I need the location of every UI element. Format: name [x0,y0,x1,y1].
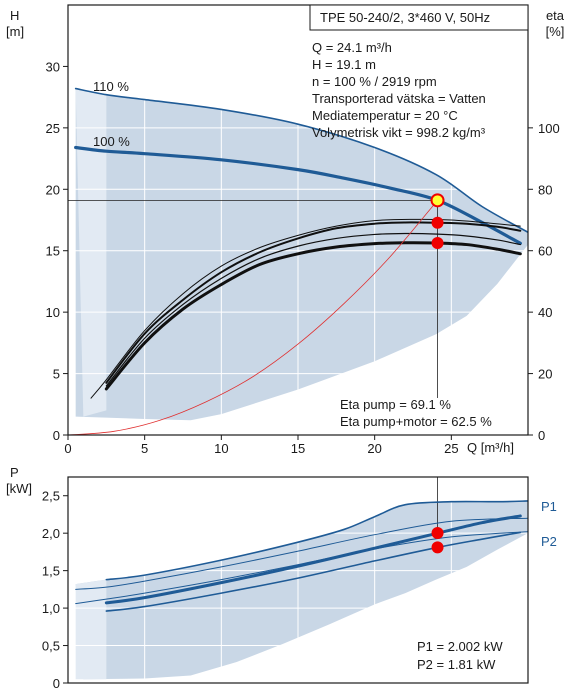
power-envelope-light [75,579,107,680]
legend-p2: P2 [541,534,557,549]
power-curve-p2_100 [105,531,522,612]
eta-pump-info: Eta pump = 69.1 % [340,397,451,412]
p1-info: P1 = 2.002 kW [417,639,503,654]
y-right-axis-name: eta [546,8,565,23]
info-temperature: Mediatemperatur = 20 °C [312,108,458,123]
y-right-tick-label: 40 [538,305,552,320]
x-tick-label: 15 [291,441,305,456]
power-axis-name: P [10,465,19,480]
x-tick-label: 0 [64,441,71,456]
y-axis-unit: [m] [6,24,24,39]
y-right-tick-label: 0 [538,428,545,443]
marker-p1-point [431,527,444,540]
info-speed: n = 100 % / 2919 rpm [312,74,437,89]
y-axis-name: H [10,8,19,23]
power-curve-chart: 0 0,5 1,0 1,5 2,0 2,5 P [kW] P1 P2 P1 = 2.002… [6,465,557,691]
power-plot-frame [67,476,529,684]
x-tick-label: 25 [444,441,458,456]
marker-p2-point [431,541,444,554]
pump-curve-chart: 0 5 10 15 20 25 0 5 10 15 20 25 30 0 20 40 60 80 100 H [… [6,4,565,456]
power-curve-thin_top [75,517,528,590]
y-right-tick-label: 100 [538,121,560,136]
power-curve-p1_100 [104,514,522,605]
info-liquid: Transporterad vätska = Vatten [312,91,486,106]
marker-eta-motor-point [431,237,444,250]
y-right-tick-label: 80 [538,182,552,197]
y-tick-label: 15 [46,244,60,259]
power-envelope [75,500,528,680]
curve-system [68,199,438,435]
info-box [309,4,529,31]
info-head: H = 19.1 m [312,57,376,72]
p2-info: P2 = 1.81 kW [417,657,496,672]
y-tick-label: 5 [53,367,60,382]
y-tick-label: 0 [53,428,60,443]
info-box-title: TPE 50-240/2, 3*460 V, 50Hz [320,10,490,25]
power-y-tick-label: 1,0 [42,601,60,616]
x-tick-label: 20 [367,441,381,456]
y-tick-label: 10 [46,305,60,320]
x-axis-label: Q [m³/h] [467,440,514,455]
power-y-tick-label: 2,0 [42,526,60,541]
power-curve-thin_mid [75,531,528,605]
curve-head [74,87,528,234]
series-label-110: 110 % [93,79,129,94]
power-y-tick-label: 0,5 [42,639,60,654]
power-y-tick-label: 0 [53,676,60,691]
envelope-light-region [75,88,107,417]
legend-p1: P1 [541,499,557,514]
info-flow: Q = 24.1 m³/h [312,40,392,55]
curve-head [74,145,522,245]
x-tick-label: 10 [214,441,228,456]
curve-efficiency_pump [105,221,522,384]
y-right-axis-unit: [%] [546,24,565,39]
marker-eta-pump-point [431,216,444,229]
marker-operating-point [430,193,445,208]
curve-efficiency_thin [90,218,521,399]
y-tick-label: 25 [46,121,60,136]
curve-efficiency_motor [104,241,522,391]
x-tick-label: 5 [141,441,148,456]
y-right-tick-label: 20 [538,367,552,382]
info-density: Volymetrisk vikt = 998.2 kg/m³ [312,125,486,140]
y-tick-label: 20 [46,182,60,197]
eta-motor-info: Eta pump+motor = 62.5 % [340,414,492,429]
y-right-tick-label: 60 [538,244,552,259]
y-tick-label: 30 [46,59,60,74]
power-curve-p1_110 [105,500,528,581]
series-label-100: 100 % [93,134,130,149]
power-y-tick-label: 1,5 [42,564,60,579]
curve-efficiency_extra [105,232,521,387]
power-y-tick-label: 2,5 [42,489,60,504]
power-axis-unit: [kW] [6,481,32,496]
